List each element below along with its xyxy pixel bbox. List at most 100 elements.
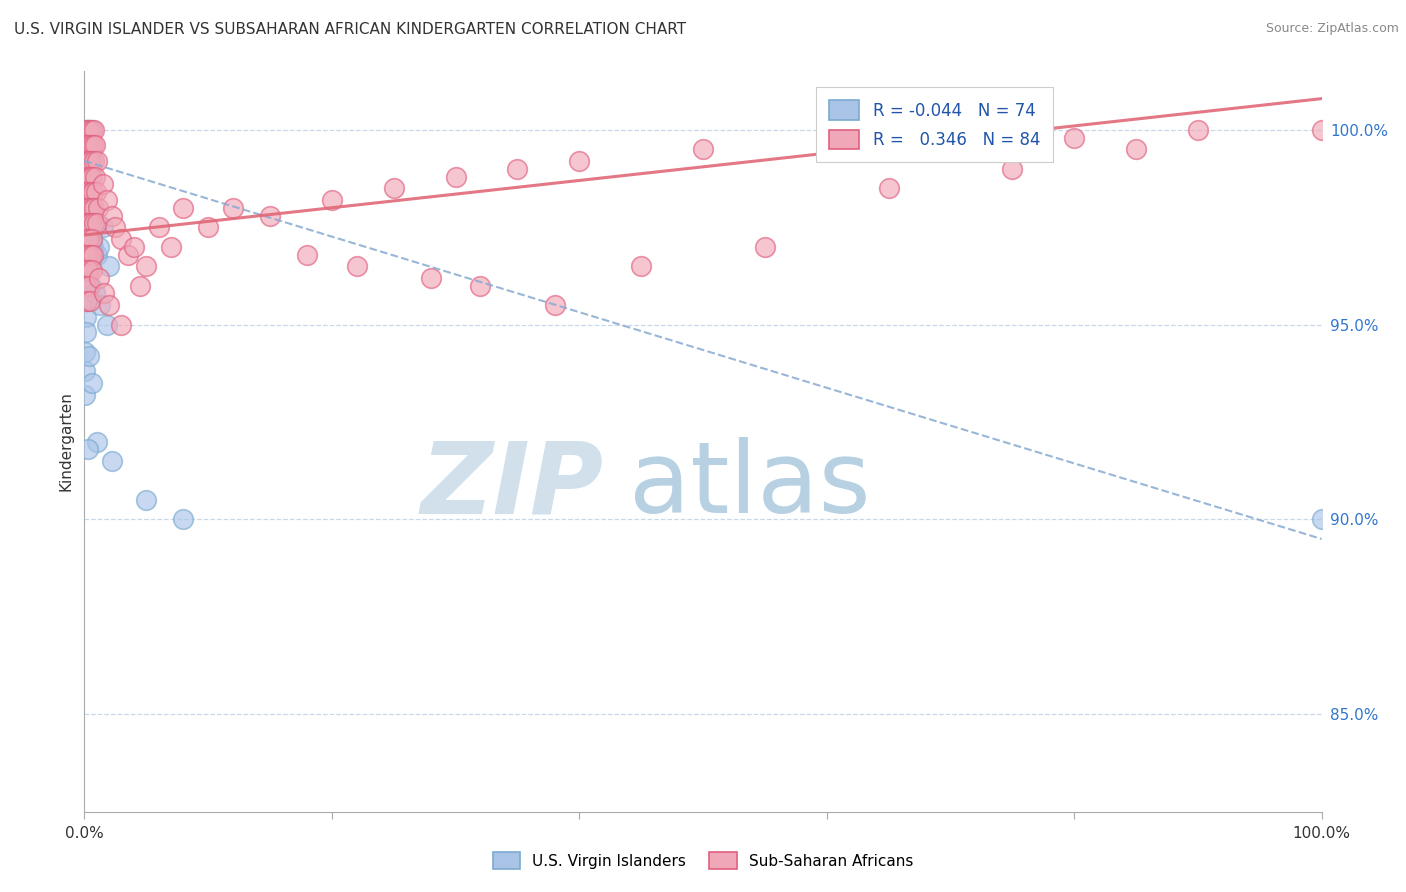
Point — [82, 169, 104, 184]
Point — [89, 298, 111, 312]
Point — [77, 185, 100, 199]
Y-axis label: Kindergarten: Kindergarten — [58, 392, 73, 491]
Point — [75, 263, 97, 277]
Point — [110, 318, 132, 332]
Point — [419, 271, 441, 285]
Point — [76, 294, 98, 309]
Point — [80, 153, 103, 168]
Point — [79, 349, 101, 363]
Point — [877, 181, 900, 195]
Point — [79, 263, 101, 277]
Point — [93, 286, 115, 301]
Point — [110, 232, 132, 246]
Point — [346, 259, 368, 273]
Point — [75, 185, 97, 199]
Point — [83, 153, 105, 168]
Point — [76, 123, 98, 137]
Point — [83, 123, 105, 137]
Point — [86, 216, 108, 230]
Point — [77, 216, 100, 230]
Point — [77, 247, 100, 261]
Point — [77, 153, 100, 168]
Point — [259, 209, 281, 223]
Point — [77, 169, 100, 184]
Point — [79, 294, 101, 309]
Point — [77, 278, 100, 293]
Point — [815, 123, 838, 137]
Point — [86, 247, 108, 261]
Point — [1187, 123, 1209, 137]
Point — [100, 454, 122, 468]
Point — [77, 138, 100, 153]
Point — [148, 220, 170, 235]
Point — [79, 138, 101, 153]
Point — [83, 216, 105, 230]
Point — [76, 169, 98, 184]
Point — [79, 169, 101, 184]
Point — [83, 169, 105, 184]
Point — [222, 201, 245, 215]
Point — [76, 201, 98, 215]
Point — [77, 153, 100, 168]
Point — [79, 123, 101, 137]
Point — [630, 259, 652, 273]
Point — [75, 310, 97, 324]
Point — [76, 138, 98, 153]
Point — [122, 240, 145, 254]
Point — [129, 278, 152, 293]
Point — [75, 138, 97, 153]
Point — [160, 240, 183, 254]
Point — [76, 232, 98, 246]
Point — [135, 259, 157, 273]
Point — [89, 271, 111, 285]
Text: atlas: atlas — [628, 437, 870, 534]
Point — [76, 153, 98, 168]
Point — [470, 278, 492, 293]
Point — [75, 201, 97, 215]
Point — [76, 123, 98, 137]
Point — [86, 434, 108, 449]
Point — [76, 216, 98, 230]
Point — [77, 123, 100, 137]
Point — [79, 232, 101, 246]
Point — [444, 169, 467, 184]
Point — [80, 232, 103, 246]
Point — [98, 259, 121, 273]
Point — [91, 178, 114, 192]
Point — [80, 376, 103, 390]
Point — [82, 138, 104, 153]
Point — [75, 123, 97, 137]
Point — [83, 201, 105, 215]
Point — [82, 240, 104, 254]
Point — [172, 201, 194, 215]
Point — [75, 247, 97, 261]
Point — [172, 512, 194, 526]
Point — [382, 181, 405, 195]
Point — [79, 169, 101, 184]
Point — [77, 247, 100, 261]
Point — [100, 209, 122, 223]
Point — [104, 220, 127, 235]
Text: U.S. VIRGIN ISLANDER VS SUBSAHARAN AFRICAN KINDERGARTEN CORRELATION CHART: U.S. VIRGIN ISLANDER VS SUBSAHARAN AFRIC… — [14, 22, 686, 37]
Point — [79, 123, 101, 137]
Point — [79, 185, 101, 199]
Point — [754, 240, 776, 254]
Point — [1001, 161, 1024, 176]
Point — [1063, 130, 1085, 145]
Point — [75, 216, 97, 230]
Point — [76, 247, 98, 261]
Point — [75, 364, 97, 378]
Point — [80, 216, 103, 230]
Point — [76, 263, 98, 277]
Point — [1310, 512, 1333, 526]
Point — [86, 153, 108, 168]
Point — [91, 220, 114, 235]
Point — [197, 220, 219, 235]
Point — [79, 123, 101, 137]
Point — [82, 185, 104, 199]
Point — [76, 232, 98, 246]
Point — [543, 298, 565, 312]
Point — [79, 201, 101, 215]
Point — [75, 278, 97, 293]
Point — [79, 153, 101, 168]
